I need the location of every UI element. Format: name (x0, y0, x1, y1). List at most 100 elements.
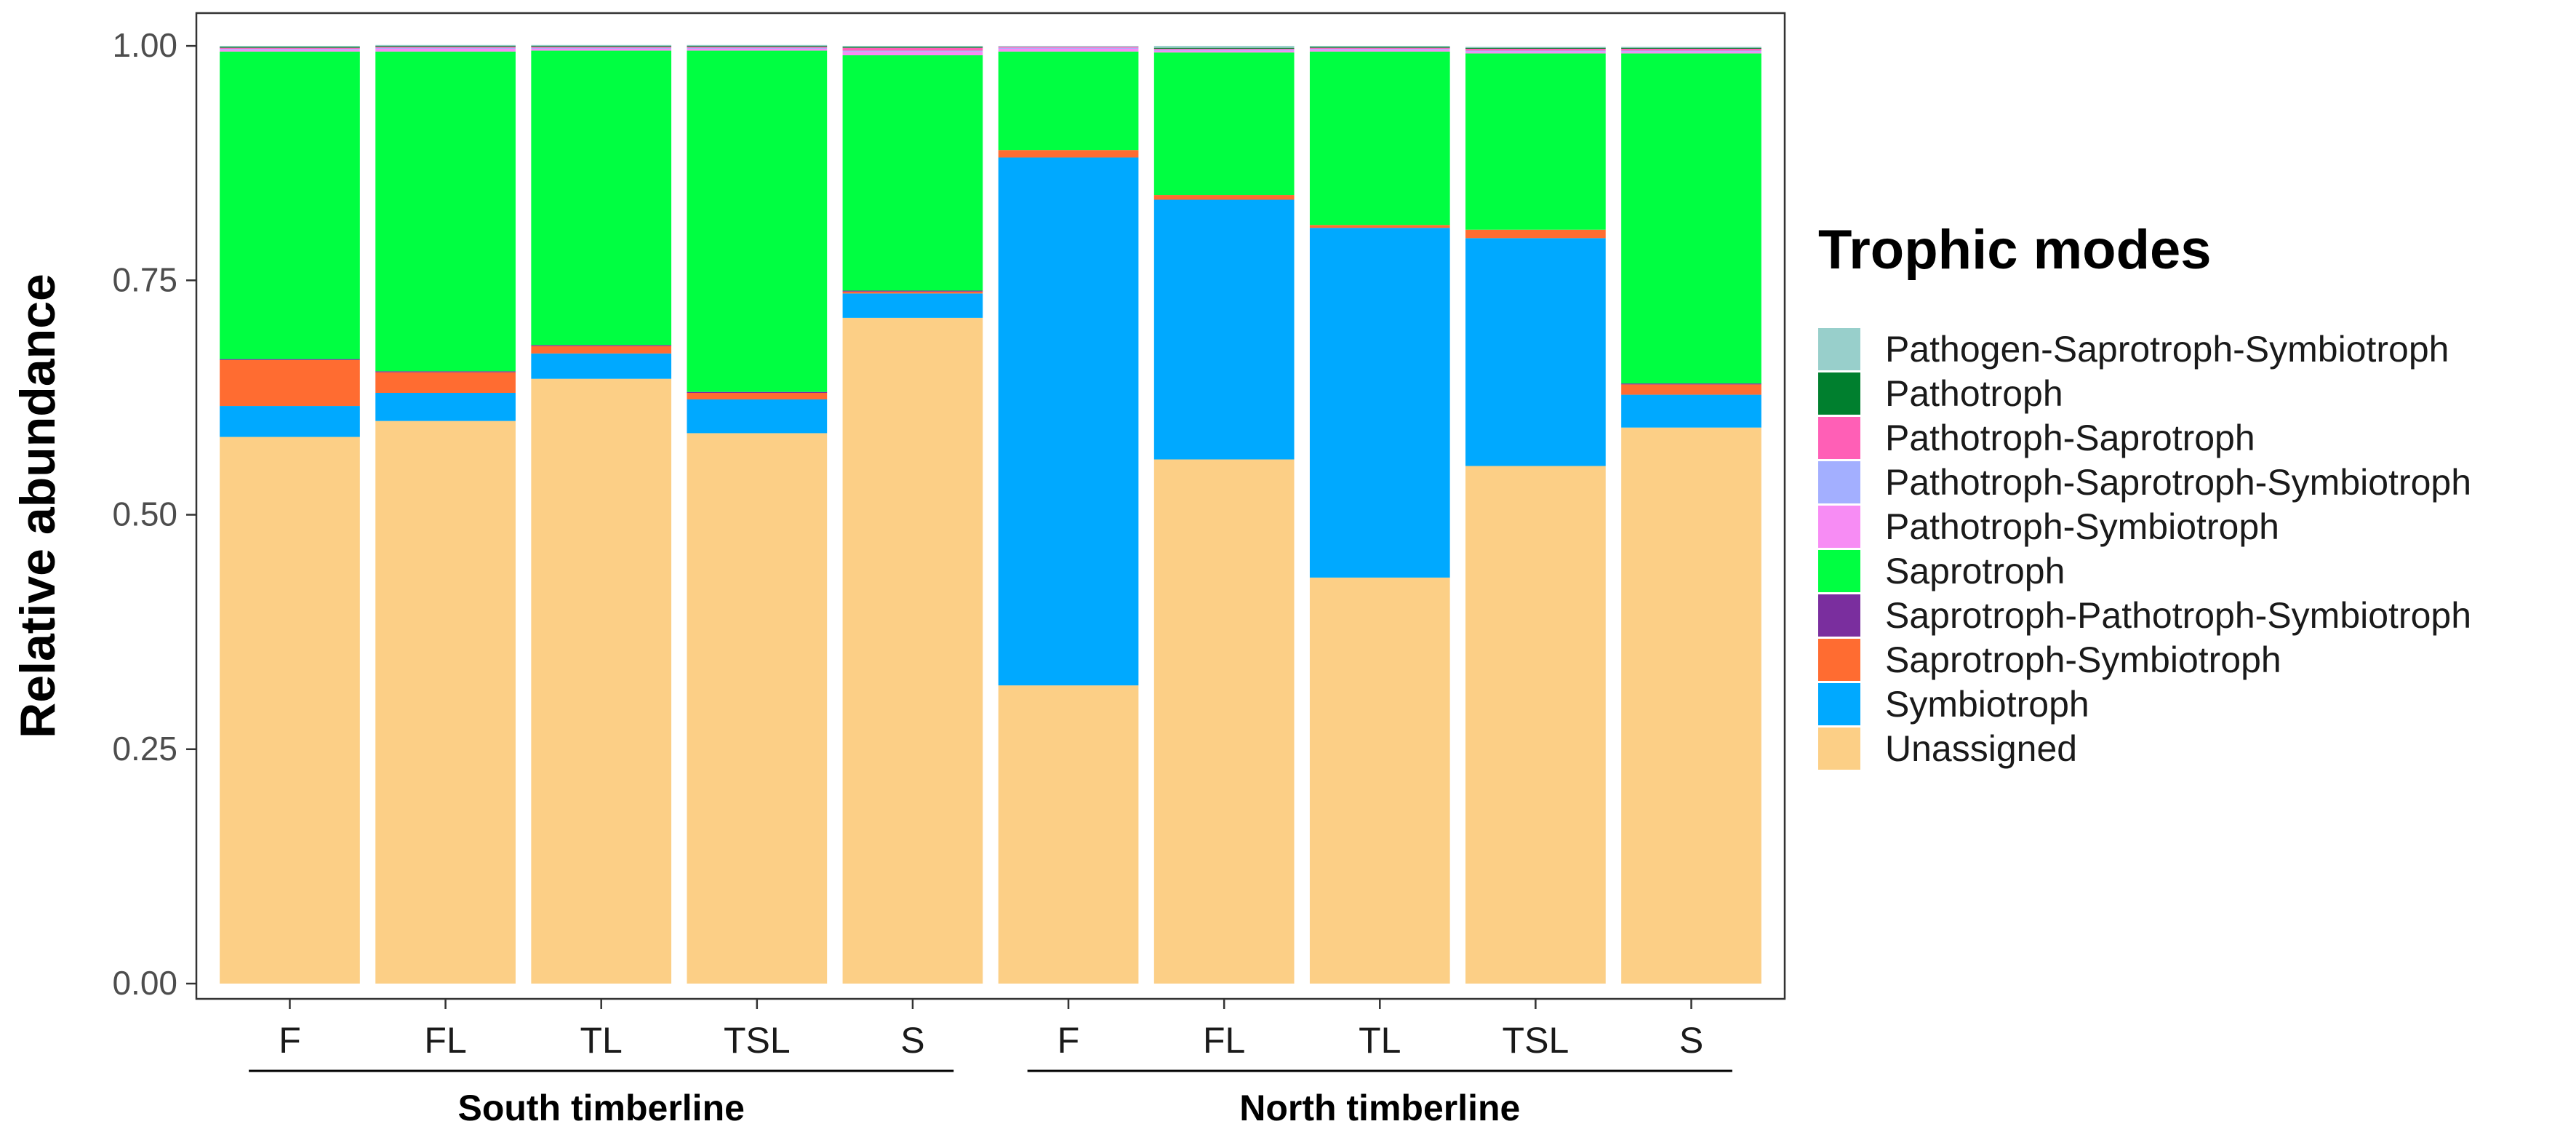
bar-segment (220, 359, 360, 407)
bar-segment (1621, 51, 1761, 54)
bar-segment (220, 46, 360, 47)
bar-segment (1153, 50, 1295, 53)
legend-swatch (1818, 549, 1860, 592)
bar-segment (1465, 48, 1606, 51)
bar-segment (1621, 427, 1761, 984)
legend-label: Pathotroph-Symbiotroph (1885, 506, 2279, 547)
bar-segment (375, 420, 516, 984)
bar-segment (220, 437, 360, 984)
bar-segment (1153, 195, 1295, 200)
legend-swatch (1818, 638, 1860, 681)
bar-segment (375, 44, 516, 47)
bar-segment (531, 44, 672, 47)
bar-segment (1465, 47, 1606, 49)
legend-swatch (1818, 416, 1860, 459)
bar-segment (1309, 51, 1450, 226)
bar-segment (842, 47, 983, 51)
bar-segment (531, 353, 672, 379)
legend-label: Pathogen-Saprotroph-Symbiotroph (1885, 328, 2449, 370)
bar-segment (998, 51, 1139, 151)
legend: Trophic modes Pathogen-Saprotroph-Symbio… (1818, 218, 2575, 770)
bar-segment (220, 49, 360, 52)
bar-segment (687, 391, 828, 393)
legend-item: Symbiotroph (1818, 682, 2575, 726)
bar-segment (1621, 384, 1761, 395)
bar-segment (220, 359, 360, 360)
bar-segment (1465, 238, 1606, 466)
bar-segment (1621, 53, 1761, 384)
legend-swatch (1818, 682, 1860, 725)
bar-segment (531, 48, 672, 51)
group-label: North timberline (1239, 1088, 1520, 1128)
bar-segment (998, 47, 1139, 49)
bar-segment (687, 46, 828, 47)
legend-swatch (1818, 505, 1860, 548)
bar-segment (687, 433, 828, 984)
legend-item: Pathotroph-Saprotroph (1818, 415, 2575, 460)
bar-segment (1465, 229, 1606, 239)
bar-segment (531, 47, 672, 49)
bar-segment (1153, 199, 1295, 460)
bar-segment (687, 47, 828, 49)
bar-segment (1309, 577, 1450, 984)
bar-segment (687, 48, 828, 51)
plot-panel-border (195, 12, 1786, 1000)
bar-segment (1309, 46, 1450, 47)
y-tick-label: 0.25 (112, 730, 177, 768)
legend-swatch (1818, 727, 1860, 770)
bar-segment (842, 51, 983, 55)
y-tick-label: 0.75 (112, 260, 177, 298)
bar-segment (687, 50, 828, 392)
group-label: South timberline (457, 1088, 744, 1128)
y-tick-label: 0.50 (112, 495, 177, 533)
x-tick-label: S (900, 1020, 924, 1061)
bar-segment (842, 291, 983, 294)
bar-segment (687, 44, 828, 47)
bar-segment (842, 317, 983, 984)
legend-swatch (1818, 594, 1860, 637)
x-tick-label: FL (424, 1020, 466, 1061)
legend-items: Pathogen-Saprotroph-Symbiotroph Pathotrop… (1818, 327, 2575, 770)
bar-segment (375, 47, 516, 49)
bar-segment (375, 393, 516, 421)
bar-segment (1465, 53, 1606, 230)
x-tick-label: TSL (724, 1020, 791, 1061)
y-tick-label: 1.00 (112, 26, 177, 64)
legend-item: Pathotroph-Symbiotroph (1818, 504, 2575, 549)
bar-segment (1621, 394, 1761, 428)
legend-title: Trophic modes (1818, 219, 2212, 281)
legend-item: Unassigned (1818, 726, 2575, 770)
legend-label: Symbiotroph (1885, 683, 2089, 725)
x-tick-label: TSL (1503, 1020, 1569, 1061)
bar-segment (375, 371, 516, 372)
bar-segment (998, 685, 1139, 984)
bar-segment (220, 406, 360, 437)
bar-segment (1465, 51, 1606, 54)
bar-segment (998, 46, 1139, 47)
legend-item: Pathogen-Saprotroph-Symbiotroph (1818, 327, 2575, 371)
legend-item: Saprotroph-Symbiotroph (1818, 637, 2575, 682)
bar-segment (1153, 459, 1295, 984)
x-tick-label: F (1057, 1020, 1080, 1061)
bar-segment (1153, 46, 1295, 48)
x-tick-label: F (279, 1020, 301, 1061)
bar-segment (1309, 225, 1450, 228)
legend-swatch (1818, 327, 1860, 370)
legend-label: Pathotroph-Saprotroph (1885, 417, 2255, 458)
bar-segment (998, 48, 1139, 52)
x-tick-label: TL (1359, 1020, 1401, 1061)
bar-segment (1465, 466, 1606, 984)
bar-segment (220, 47, 360, 49)
bar-segment (1621, 383, 1761, 385)
bar-segment (1465, 50, 1606, 52)
legend-item: Saprotroph (1818, 549, 2575, 593)
bar-segment (375, 48, 516, 52)
bar-segment (220, 51, 360, 359)
legend-label: Saprotroph-Symbiotroph (1885, 639, 2281, 680)
legend-swatch (1818, 372, 1860, 415)
legend-label: Saprotroph (1885, 550, 2065, 591)
legend-item: Saprotroph-Pathotroph-Symbiotroph (1818, 593, 2575, 637)
bar-segment (375, 51, 516, 372)
y-tick-label: 0.00 (112, 964, 177, 1002)
